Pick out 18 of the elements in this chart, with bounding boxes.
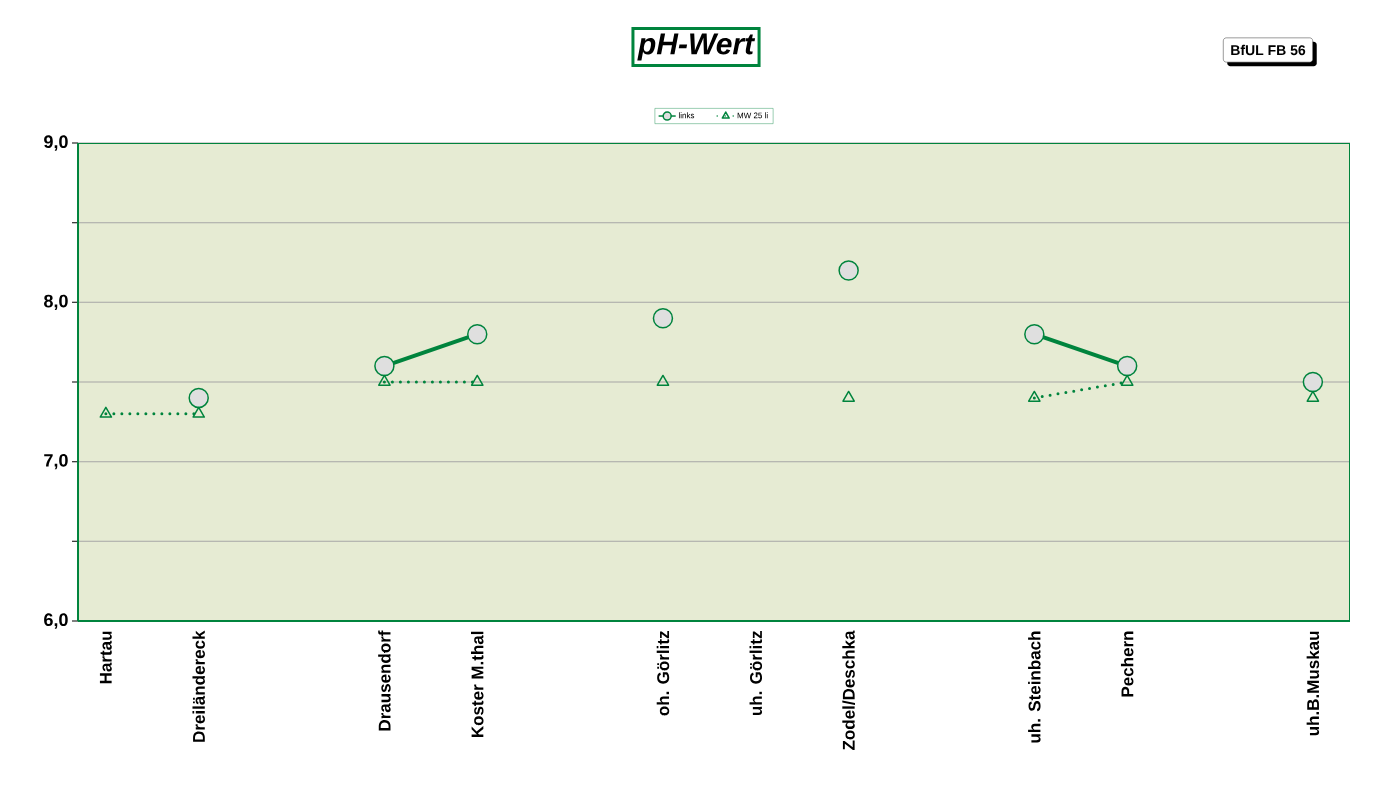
x-tick-label: oh. Görlitz [656, 631, 670, 716]
legend-label: links [678, 112, 695, 119]
y-tick-label: 6,0 [44, 613, 68, 629]
y-tick-label: 8,0 [44, 294, 68, 310]
y-tick-label: 7,0 [44, 453, 68, 470]
x-tick-label: Pechern [1120, 631, 1134, 697]
x-tick-label: Dreiländereck [192, 630, 205, 742]
x-tick-label: Drausendorf [378, 630, 391, 731]
x-tick-label: Zodel/Deschka [842, 630, 855, 751]
chart-title: pH-Wert [637, 33, 756, 61]
x-tick-label: Hartau [99, 631, 112, 684]
x-tick-label: Koster M.thal [471, 631, 484, 738]
x-tick-label: uh. Steinbach [1028, 631, 1041, 743]
legend-label: MW 25 li [737, 112, 768, 119]
y-tick-label: 9,0 [44, 135, 68, 151]
x-tick-label: uh. Görlitz [749, 631, 763, 716]
text: BfUL FB 56 [1231, 44, 1306, 56]
x-tick-label: uh.B.Muskau [1306, 631, 1320, 736]
